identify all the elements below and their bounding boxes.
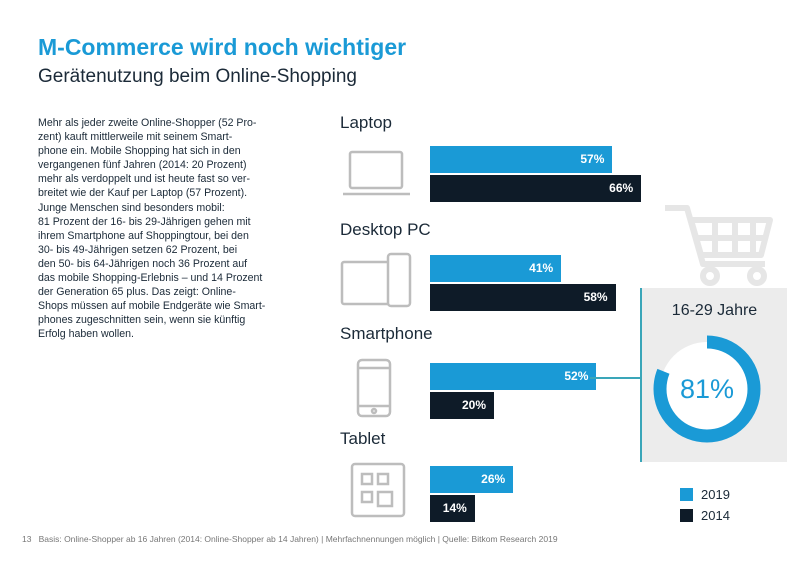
body-text-line: Junge Menschen sind besonders mobil: — [38, 201, 225, 214]
legend-item-2019: 2019 — [680, 487, 730, 502]
category-label: Tablet — [340, 429, 386, 448]
bar-value-label: 41% — [529, 261, 554, 275]
desktop-pc-icon — [340, 252, 412, 308]
tablet-icon — [350, 462, 406, 518]
bar-value-label: 14% — [442, 501, 467, 515]
body-text-line: Shops müssen auf mobile Endgeräte wie Sm… — [38, 300, 266, 313]
donut-chart: 81% — [653, 335, 761, 443]
bar-2019-smartphone: 52% — [430, 363, 597, 390]
bar-value-label: 52% — [564, 369, 589, 383]
category-label: Smartphone — [340, 324, 433, 343]
legend-swatch-2019 — [680, 488, 693, 501]
donut-background — [660, 342, 754, 436]
page-title: M-Commerce wird noch wichtiger — [38, 34, 407, 60]
bar-2014-tablet: 14% — [430, 495, 475, 522]
body-text-line: phones zugeschnitten sein, wenn sie künf… — [38, 314, 246, 327]
body-text-line: breitet wie der Kauf per Laptop (57 Proz… — [38, 187, 248, 200]
laptop-icon — [343, 150, 410, 196]
body-text-line: Erfolg haben wollen. — [38, 328, 134, 341]
body-text-line: 81 Prozent der 16- bis 29-Jährigen gehen… — [38, 215, 251, 228]
category-label: Desktop PC — [340, 220, 431, 239]
body-text-line: das mobile Shopping-Erlebnis – und 14 Pr… — [38, 272, 263, 285]
body-text-line: phone ein. Mobile Shopping hat sich in d… — [38, 145, 241, 158]
bar-2019-tablet: 26% — [430, 466, 514, 493]
body-text-line: 30- bis 49-Jährigen setzen 62 Prozent, b… — [38, 243, 238, 256]
bar-2014-laptop: 66% — [430, 175, 642, 202]
body-text-line: den 50- bis 64-Jährigen noch 36 Prozent … — [38, 257, 248, 270]
donut-arc — [653, 335, 761, 443]
body-text-line: ihrem Smartphone auf Shoppingtour, bei d… — [38, 229, 249, 242]
page-number: 13 — [22, 534, 32, 544]
body-text-line: Mehr als jeder zweite Online-Shopper (52… — [38, 117, 257, 129]
smartphone-icon — [356, 358, 392, 418]
body-text: Mehr als jeder zweite Online-Shopper (52… — [38, 116, 288, 342]
page-subtitle: Gerätenutzung beim Online-Shopping — [38, 66, 357, 87]
body-text-line: vergangenen fünf Jahren (2014: 20 Prozen… — [38, 159, 247, 172]
legend-label: 2014 — [701, 508, 730, 523]
bar-2019-desktop-pc: 41% — [430, 255, 562, 282]
bar-value-label: 26% — [481, 472, 506, 486]
donut-value-label: 81% — [680, 374, 734, 404]
legend-item-2014: 2014 — [680, 508, 730, 523]
legend-swatch-2014 — [680, 509, 693, 522]
body-text-line: zent) kauft mittlerweile mit seinem Smar… — [38, 131, 233, 144]
bar-value-label: 20% — [461, 398, 486, 412]
bar-value-label: 66% — [609, 181, 634, 195]
category-label: Laptop — [340, 113, 392, 132]
bar-2014-smartphone: 20% — [430, 392, 494, 419]
donut-title: 16-29 Jahre — [671, 302, 758, 319]
bar-2014-desktop-pc: 58% — [430, 284, 616, 311]
bar-2019-laptop: 57% — [430, 146, 613, 173]
footer: 13 Basis: Online-Shopper ab 16 Jahren (2… — [22, 534, 558, 544]
bar-value-label: 58% — [583, 290, 608, 304]
legend-label: 2019 — [701, 487, 730, 502]
footer-note: Basis: Online-Shopper ab 16 Jahren (2014… — [38, 534, 558, 544]
body-text-line: mehr als verdoppelt und ist heute fast s… — [38, 173, 250, 186]
age-group-panel: 16-29 Jahre 81% — [640, 288, 787, 462]
body-text-line: der Generation 65 plus. Das zeigt: Onlin… — [38, 286, 236, 299]
bar-value-label: 57% — [580, 152, 605, 166]
shopping-cart-icon — [665, 205, 773, 286]
connector-line — [590, 377, 640, 379]
